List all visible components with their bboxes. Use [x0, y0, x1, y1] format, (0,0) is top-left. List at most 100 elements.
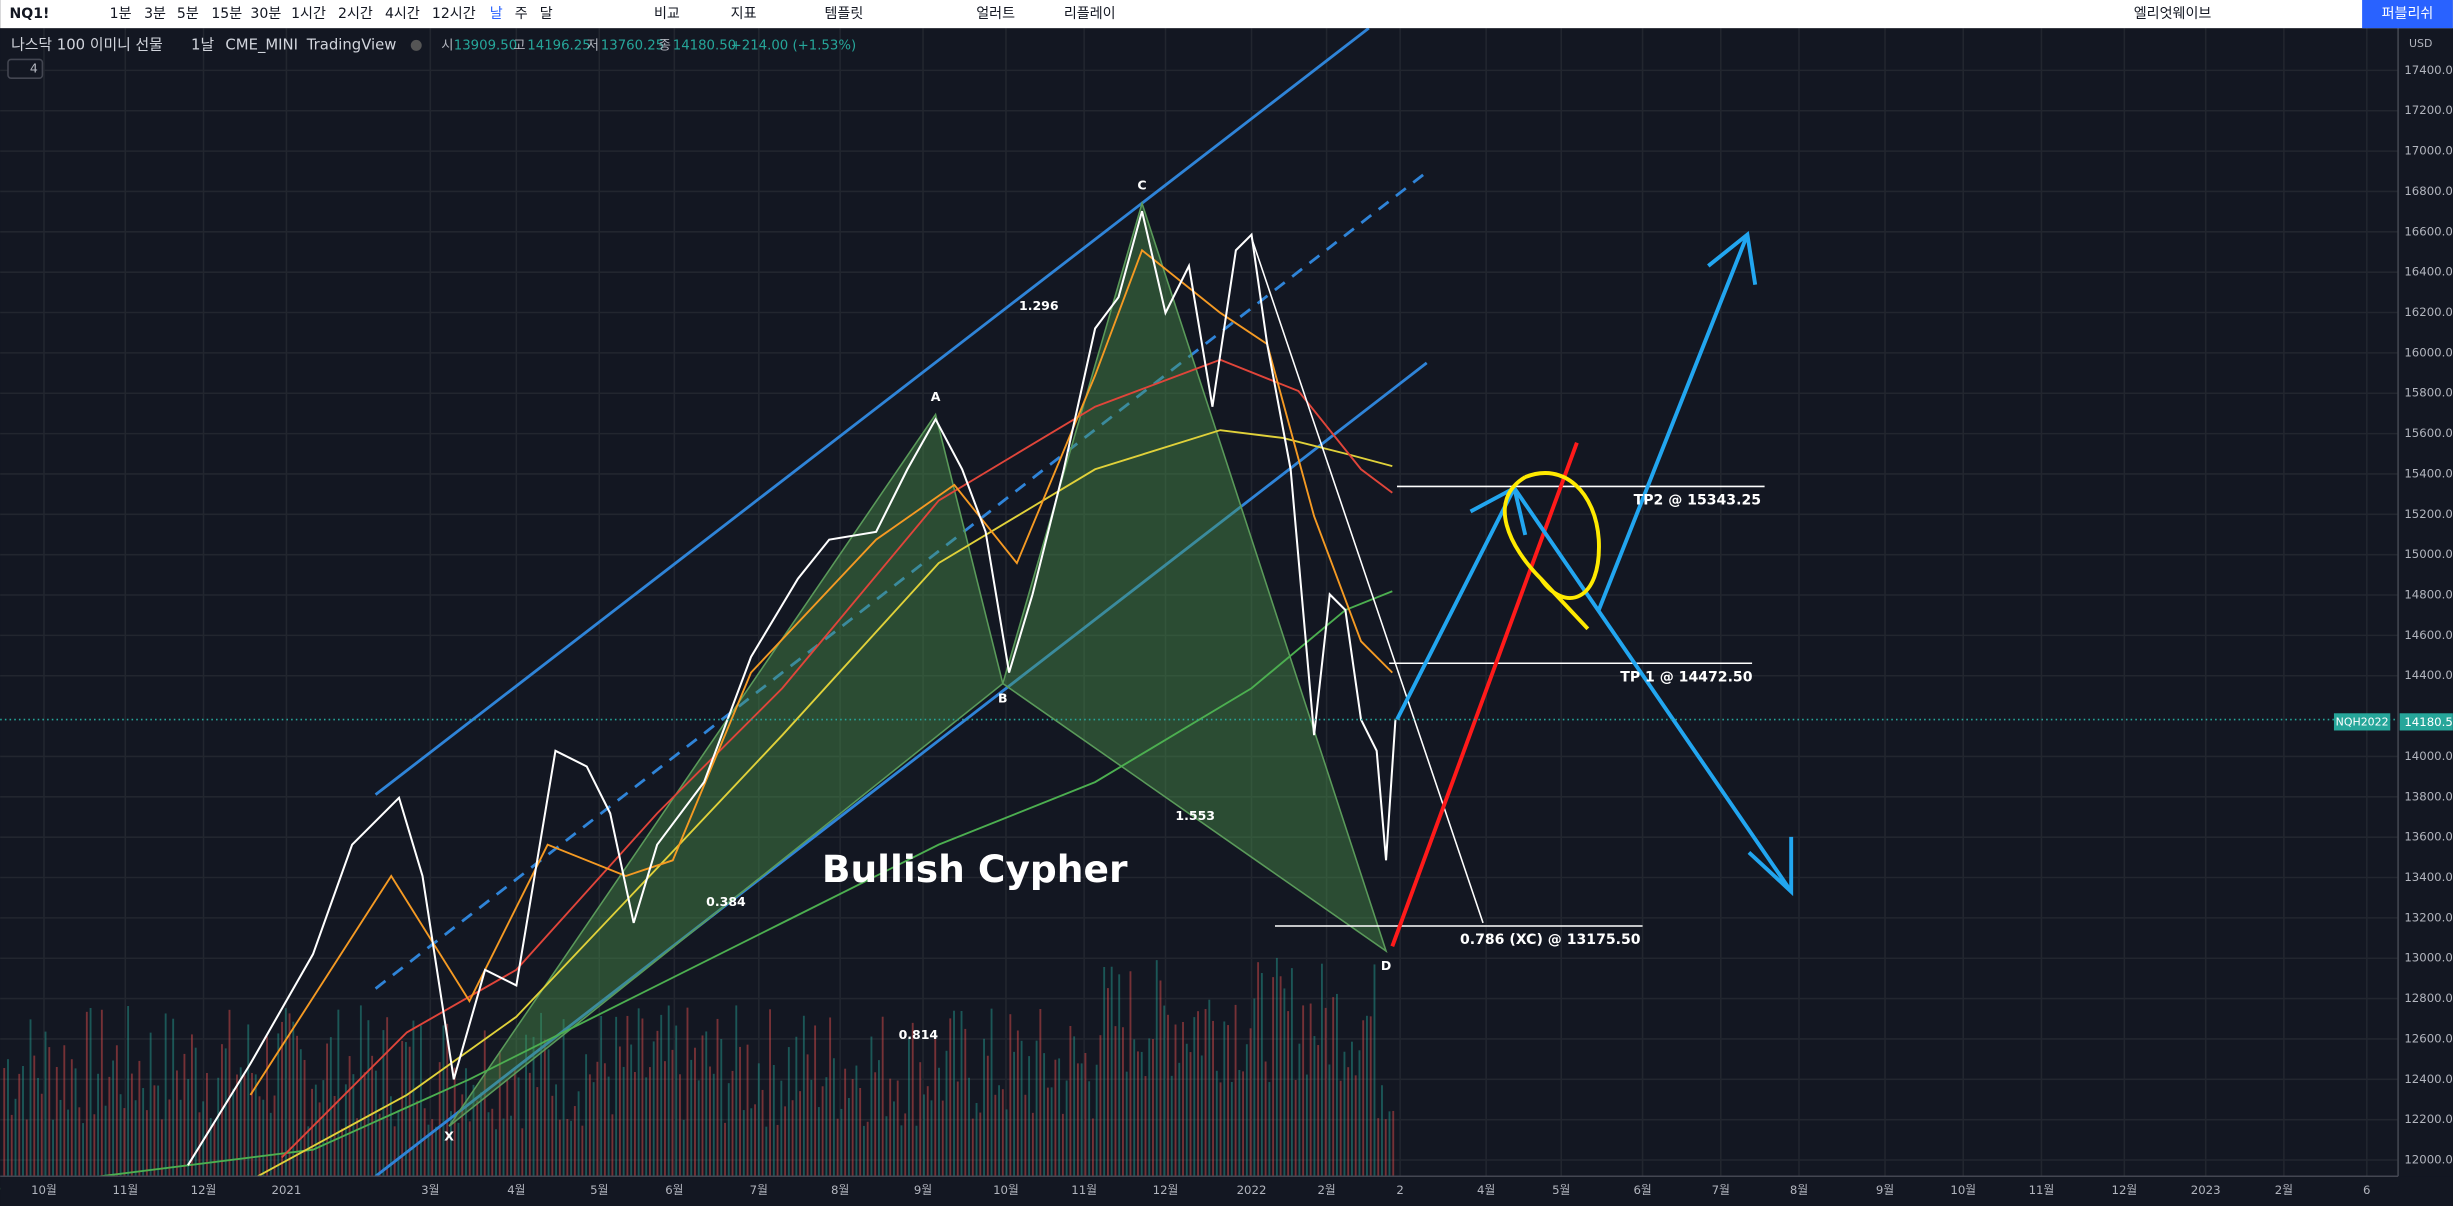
time-axis — [0, 1176, 2453, 1206]
volume-bar — [525, 1034, 527, 1177]
volume-bar — [217, 1077, 220, 1177]
interval-button[interactable]: 1분 — [110, 6, 132, 22]
volume-bar — [408, 1046, 411, 1177]
volume-bar — [633, 1071, 636, 1177]
price-label: 15200.00 — [2404, 507, 2453, 521]
interval-button[interactable]: 날 — [490, 6, 503, 22]
volume-bar — [70, 1059, 73, 1177]
volume-bar — [893, 1101, 895, 1177]
volume-bar — [866, 1121, 869, 1177]
volume-bar — [900, 1125, 903, 1177]
volume-bar — [1354, 1075, 1357, 1177]
volume-bar — [1122, 1027, 1124, 1177]
interval-button[interactable]: 달 — [540, 6, 553, 22]
volume-bar — [1313, 1036, 1316, 1177]
layout-button[interactable]: 엘리엇웨이브 — [2134, 6, 2212, 22]
volume-bar — [1155, 960, 1158, 1177]
volume-bar — [1366, 1015, 1368, 1177]
volume-bar — [1054, 1059, 1057, 1177]
volume-bar — [435, 1126, 437, 1177]
volume-bar — [622, 1066, 625, 1177]
volume-bar — [502, 1118, 505, 1177]
volume-bar — [498, 1051, 501, 1177]
volume-bar — [585, 1054, 588, 1177]
interval-button[interactable]: 3분 — [144, 6, 166, 22]
interval-button[interactable]: 12시간 — [432, 6, 476, 22]
volume-bar — [145, 1110, 148, 1177]
volume-bar — [1257, 962, 1260, 1177]
volume-bar — [881, 1016, 884, 1177]
volume-bar — [908, 1038, 910, 1177]
volume-bar — [228, 1009, 231, 1177]
volume-bar — [1358, 1050, 1361, 1177]
volume-bar — [528, 1072, 531, 1177]
time-label: 11월 — [112, 1183, 138, 1197]
volume-bar — [570, 1120, 573, 1177]
volume-bar — [1302, 1005, 1305, 1177]
toolbar-items: 1분 3분 5분 15분 30분 1시간 2시간 4시간 12시간 날 주 달 — [110, 6, 553, 22]
volume-bar — [836, 1118, 839, 1177]
point-label: B — [998, 691, 1008, 706]
volume-bar — [483, 1030, 486, 1177]
volume-bar — [341, 1128, 344, 1177]
interval-button[interactable]: 4시간 — [385, 6, 420, 22]
volume-bar — [1005, 1109, 1008, 1177]
alert-button[interactable]: 얼러트 — [976, 6, 1015, 22]
volume-bar — [877, 1060, 880, 1177]
interval-button[interactable]: 주 — [515, 6, 528, 22]
interval-button[interactable]: 1시간 — [291, 6, 326, 22]
volume-bar — [25, 1119, 28, 1177]
templates-button[interactable]: 템플릿 — [825, 6, 864, 22]
volume-bar — [709, 1066, 711, 1177]
red-line — [1390, 441, 1579, 948]
time-label: 6월 — [665, 1183, 683, 1197]
symbol[interactable]: NQ1! — [10, 6, 50, 22]
volume-bar — [457, 1122, 460, 1177]
volume-bar — [532, 1036, 535, 1177]
volume-bar — [630, 1044, 633, 1177]
indicator-toggle[interactable] — [7, 58, 44, 79]
price-label: 15000.00 — [2404, 547, 2453, 561]
volume-bar — [1253, 998, 1256, 1177]
volume-bar — [269, 1112, 272, 1177]
volume-bar — [847, 1097, 850, 1177]
volume-bar — [1106, 988, 1109, 1177]
volume-bar — [179, 1099, 182, 1177]
volume-bar — [1095, 1064, 1098, 1177]
interval-button[interactable]: 5분 — [177, 6, 199, 22]
volume-bar — [1377, 1118, 1380, 1177]
price-tag-text: 14180.50 — [2404, 715, 2453, 729]
ohlc-change: +214.00 (+1.53%) — [731, 38, 857, 53]
replay-button[interactable]: 리플레이 — [1064, 6, 1116, 22]
volume-bar — [378, 1113, 381, 1177]
volume-bar — [592, 1082, 595, 1177]
volume-bar — [367, 1020, 370, 1177]
volume-bar — [679, 1074, 681, 1177]
interval-button[interactable]: 15분 — [211, 6, 242, 22]
volume-bar — [1347, 1067, 1350, 1177]
pattern-bcd — [1001, 200, 1388, 954]
volume-bar — [232, 1088, 235, 1177]
volume-bar — [1103, 966, 1106, 1177]
volume-bar — [739, 1046, 741, 1177]
publish-button[interactable] — [2362, 0, 2453, 29]
volume-bar — [273, 1095, 276, 1177]
indicators-button[interactable]: 지표 — [731, 6, 757, 22]
volume-bar — [1268, 1082, 1271, 1177]
volume-bar — [558, 1119, 561, 1177]
interval-button[interactable]: 30분 — [250, 6, 281, 22]
volume-bar — [164, 1013, 167, 1177]
time-label: 11월 — [1071, 1183, 1097, 1197]
legend-source: TradingView — [306, 35, 397, 53]
volume-bar — [37, 1077, 39, 1177]
volume-bar — [1287, 1011, 1290, 1177]
volume-bar — [465, 1068, 467, 1177]
price-label: 12400.00 — [2404, 1072, 2453, 1086]
compare-button[interactable]: 비교 — [654, 6, 680, 22]
volume-bar — [1260, 973, 1263, 1177]
interval-button[interactable]: 2시간 — [338, 6, 373, 22]
volume-bar — [513, 1069, 516, 1177]
ohlc-label: 저 — [587, 37, 599, 53]
volume-bar — [911, 1022, 914, 1177]
